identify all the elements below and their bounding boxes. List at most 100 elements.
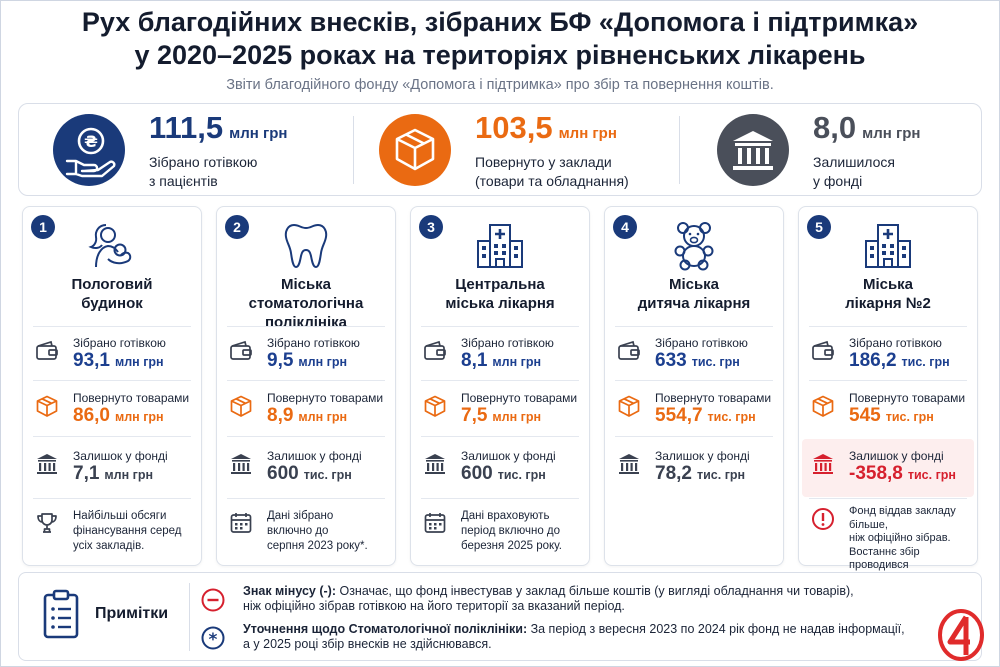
balance-label: Залишок у фонді	[73, 449, 168, 463]
divider	[615, 380, 773, 381]
note-star-title: Уточнення щодо Стоматологічної полікліні…	[243, 622, 528, 636]
returned-value: 8,9 млн грн	[267, 405, 348, 426]
collected-value: 186,2 тис. грн	[849, 350, 950, 371]
hospital-name: Міська лікарня №2	[845, 276, 931, 312]
channel-logo	[936, 608, 986, 662]
mother-baby-icon	[86, 219, 138, 271]
balance-label: Залишок у фонді	[655, 449, 750, 463]
page-subtitle: Звіти благодійного фонду «Допомога і під…	[226, 77, 774, 93]
note-star-text-2: а у 2025 році збір внесків не здійснював…	[243, 637, 492, 651]
divider	[33, 380, 191, 381]
wallet-icon	[229, 340, 253, 362]
tooth-icon	[280, 219, 332, 271]
divider	[809, 326, 967, 327]
card-note-line: включно до	[267, 525, 329, 537]
title-line-2: у 2020–2025 роках на територіях рівненсь…	[134, 40, 866, 70]
stat-returned-value: 103,5 млн грн	[475, 110, 617, 145]
divider	[679, 116, 680, 184]
card-number-badge: 3	[419, 215, 443, 239]
note-minus-text-2: ніж офіційно зібрав готівкою на його тер…	[243, 599, 625, 613]
clipboard-icon	[43, 589, 79, 639]
hospital-card: 4 Міська дитяча лікарня Зібрано готівкою 633…	[604, 206, 784, 566]
wallet-icon	[811, 340, 835, 362]
divider	[33, 326, 191, 327]
bank-icon	[35, 453, 59, 475]
stat-balance: 8,0 млн грн Залишилося у фонді	[717, 104, 967, 197]
returned-label: Повернуто товарами	[461, 391, 578, 405]
teddy-bear-icon	[668, 219, 720, 271]
divider	[33, 436, 191, 437]
stat-returned-label: Повернуто у заклади (товари та обладнання…	[475, 154, 629, 189]
card-note-line: період включно до	[461, 525, 561, 537]
wallet-icon	[423, 340, 447, 362]
card-note-line: серпня 2023 року*.	[267, 540, 368, 552]
hospital-card: 5 Міська лікарня №2 Зібрано готівкою 186,2 ти…	[798, 206, 978, 585]
hospital-card: 1 Пологовий будинок Зібрано готівкою 93,1 млн…	[22, 206, 202, 566]
stat-balance-label: Залишилося у фонді	[813, 154, 895, 189]
divider	[809, 498, 967, 499]
card-number-badge: 4	[613, 215, 637, 239]
box-icon	[423, 395, 447, 417]
card-note-line: Дані зібрано	[267, 510, 334, 522]
returned-label: Повернуто товарами	[655, 391, 772, 405]
divider	[227, 380, 385, 381]
collected-value: 633 тис. грн	[655, 350, 740, 371]
bank-icon	[811, 453, 835, 475]
collected-value: 93,1 млн грн	[73, 350, 164, 371]
collected-label: Зібрано готівкою	[655, 336, 748, 350]
hospital-card: 3 Центральна міська лікарня Зібрано готівко…	[410, 206, 590, 566]
collected-value: 9,5 млн грн	[267, 350, 348, 371]
collected-label: Зібрано готівкою	[849, 336, 942, 350]
returned-label: Повернуто товарами	[73, 391, 190, 405]
card-note-line: Найбільші обсяги	[73, 510, 167, 522]
card-note-line: Востаннє збір проводився	[849, 545, 920, 572]
note-star-text: За період з вересня 2023 по 2024 рік фон…	[527, 622, 905, 636]
card-number-badge: 1	[31, 215, 55, 239]
divider	[809, 380, 967, 381]
divider	[227, 498, 385, 499]
returned-label: Повернуто товарами	[267, 391, 384, 405]
notes-title: Примітки	[95, 605, 169, 622]
card-note-line: фінансування серед	[73, 525, 182, 537]
card-number-badge: 5	[807, 215, 831, 239]
balance-label: Залишок у фонді	[849, 449, 944, 463]
note-minus-title: Знак мінусу (-):	[243, 584, 336, 598]
box-icon	[229, 395, 253, 417]
bank-icon	[717, 114, 789, 186]
divider	[421, 380, 579, 381]
divider	[227, 436, 385, 437]
card-note-line: Фонд віддав закладу більше,	[849, 505, 956, 531]
collected-label: Зібрано готівкою	[461, 336, 554, 350]
balance-label: Залишок у фонді	[267, 449, 362, 463]
divider	[421, 326, 579, 327]
balance-value: 7,1 млн грн	[73, 463, 154, 484]
collected-value: 8,1 млн грн	[461, 350, 542, 371]
wallet-icon	[35, 340, 59, 362]
balance-value: 600 тис. грн	[461, 463, 546, 484]
divider	[33, 498, 191, 499]
returned-value: 7,5 млн грн	[461, 405, 542, 426]
minus-circle-icon	[201, 588, 225, 612]
trophy-icon	[35, 511, 59, 535]
hospital-card: 2 Міська стоматологічна поліклініка Зібрано …	[216, 206, 396, 566]
balance-label: Залишок у фонді	[461, 449, 556, 463]
alert-icon	[811, 507, 835, 531]
stat-collected: ₴ 111,5 млн грн Зібрано готівкою з пацієнт…	[53, 104, 343, 197]
hospital-icon	[474, 219, 526, 271]
collected-label: Зібрано готівкою	[73, 336, 166, 350]
box-icon	[811, 395, 835, 417]
calendar-icon	[229, 511, 253, 535]
box-icon	[35, 395, 59, 417]
collected-label: Зібрано готівкою	[267, 336, 360, 350]
summary-panel: ₴ 111,5 млн грн Зібрано готівкою з пацієнт…	[18, 103, 982, 196]
divider	[615, 326, 773, 327]
bank-icon	[229, 453, 253, 475]
returned-value: 554,7 тис. грн	[655, 405, 756, 426]
card-number-badge: 2	[225, 215, 249, 239]
card-note-line: березня 2025 року.	[461, 540, 562, 552]
card-note-line: Дані враховують	[461, 510, 550, 522]
note-minus-text: Означає, що фонд інвестував у заклад біл…	[336, 584, 854, 598]
box-icon	[617, 395, 641, 417]
stat-collected-value: 111,5 млн грн	[149, 110, 288, 145]
stat-collected-label: Зібрано готівкою з пацієнтів	[149, 154, 258, 189]
